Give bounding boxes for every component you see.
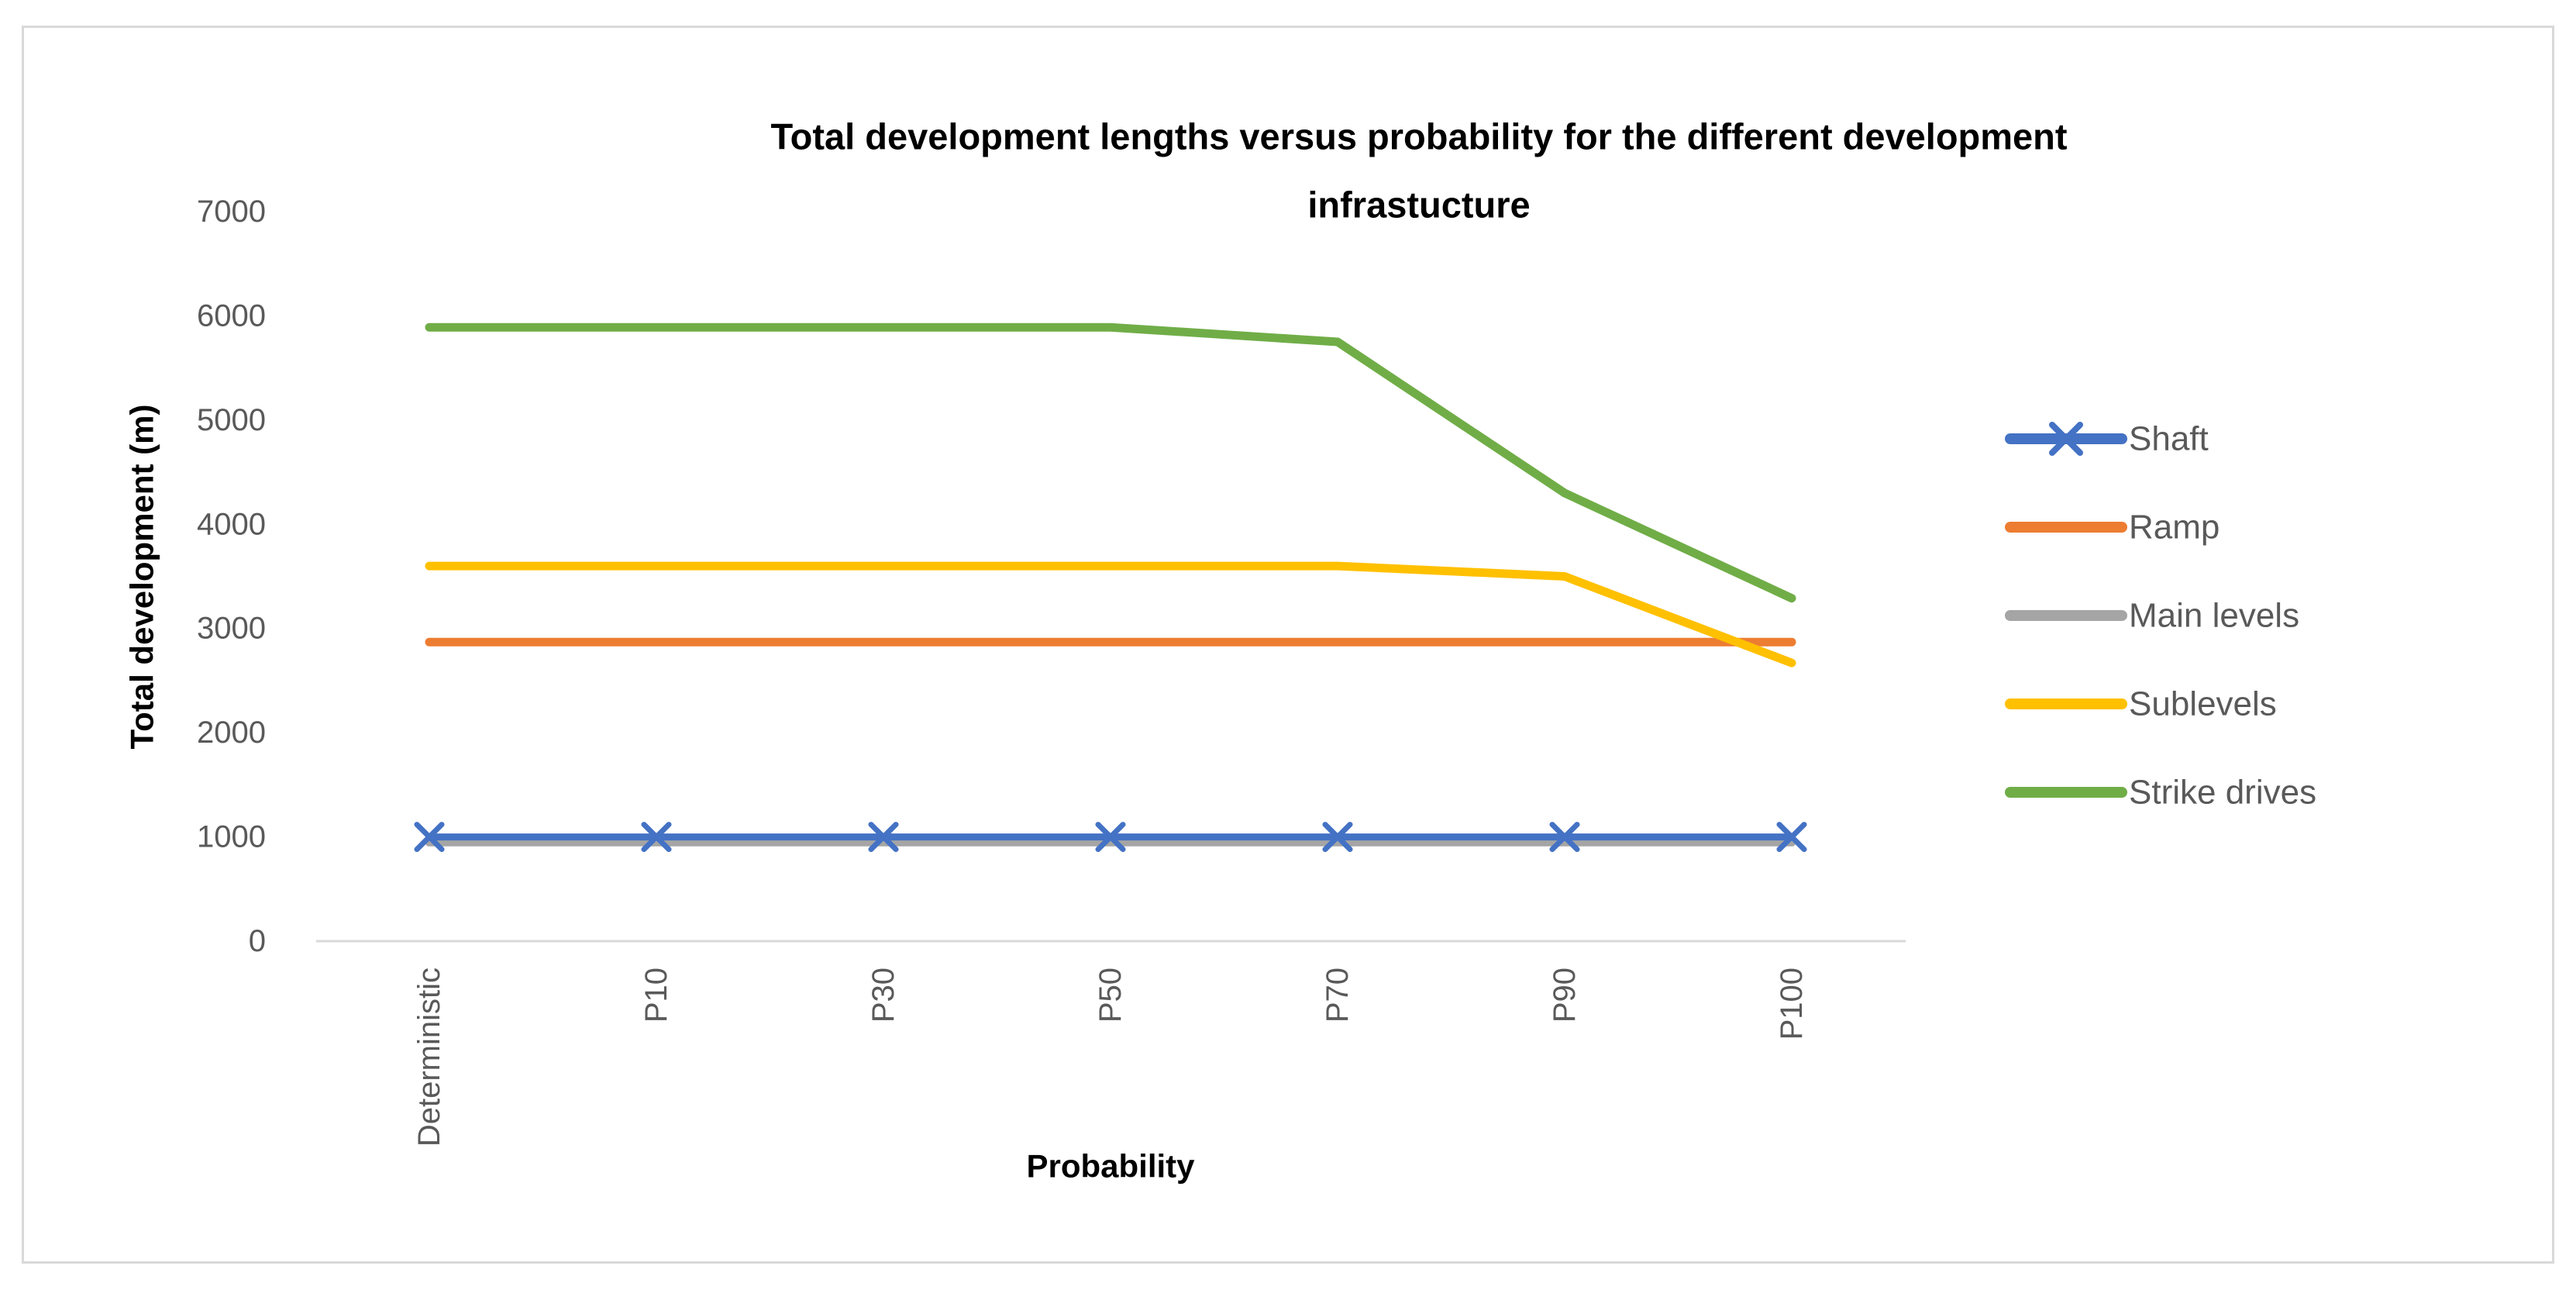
chart-title-line2: infrastucture	[1307, 185, 1530, 226]
legend-item: Sublevels	[2005, 685, 2277, 723]
series-layer	[414, 322, 1807, 853]
x-marker	[1095, 822, 1126, 853]
series-line	[425, 322, 1796, 603]
y-tick-label: 1000	[197, 820, 266, 854]
legend-item: Shaft	[2005, 420, 2209, 458]
chart-title-line1: Total development lengths versus probabi…	[770, 116, 2067, 157]
x-marker	[414, 822, 445, 853]
legend-label: Ramp	[2129, 509, 2220, 547]
x-category-label: P30	[866, 968, 901, 1023]
x-marker	[1322, 822, 1353, 853]
y-tick-label: 0	[249, 924, 266, 958]
series-sublevels	[425, 561, 1796, 667]
chart-frame: Total development lengths versus probabi…	[22, 26, 2554, 1264]
legend-item: Strike drives	[2005, 774, 2316, 812]
x-label-layer: Deterministic P10 P30 P50 P70 P90 P100	[412, 968, 1809, 1147]
x-category-label: P70	[1321, 968, 1355, 1023]
legend-label: Sublevels	[2129, 685, 2277, 723]
x-category-label: P10	[639, 968, 673, 1023]
legend-item: Ramp	[2005, 509, 2220, 547]
legend-item: Main levels	[2005, 597, 2299, 635]
series-shaft	[414, 822, 1807, 853]
legend-label: Strike drives	[2129, 774, 2316, 812]
y-tick-label: 4000	[197, 507, 266, 541]
y-tick-label: 2000	[197, 716, 266, 750]
y-tick-label: 7000	[197, 195, 266, 229]
x-marker	[641, 822, 672, 853]
x-category-label: P90	[1548, 968, 1582, 1023]
x-category-label: P100	[1775, 968, 1809, 1040]
x-marker	[1549, 822, 1580, 853]
line-chart: Total development lengths versus probabi…	[124, 116, 2317, 1185]
legend-label: Shaft	[2129, 420, 2209, 458]
y-axis-title: Total development (m)	[124, 405, 160, 750]
series-strike-drives	[425, 322, 1796, 603]
y-tick-label: 3000	[197, 612, 266, 646]
y-tick-label: 6000	[197, 298, 266, 333]
legend-layer: Shaft Ramp Main levels Sublevels Strike driv…	[2005, 420, 2316, 812]
x-category-label: P50	[1093, 968, 1128, 1023]
x-axis-title: Probability	[1026, 1148, 1195, 1185]
x-marker	[1776, 822, 1807, 853]
x-marker	[868, 822, 899, 853]
series-line	[425, 561, 1796, 667]
y-tick-label: 5000	[197, 403, 266, 437]
x-marker	[2049, 422, 2083, 456]
x-category-label: Deterministic	[412, 968, 446, 1147]
y-tick-layer: 0 1000 2000 3000 4000 5000 6000 7000	[197, 195, 266, 958]
legend-label: Main levels	[2129, 597, 2299, 635]
